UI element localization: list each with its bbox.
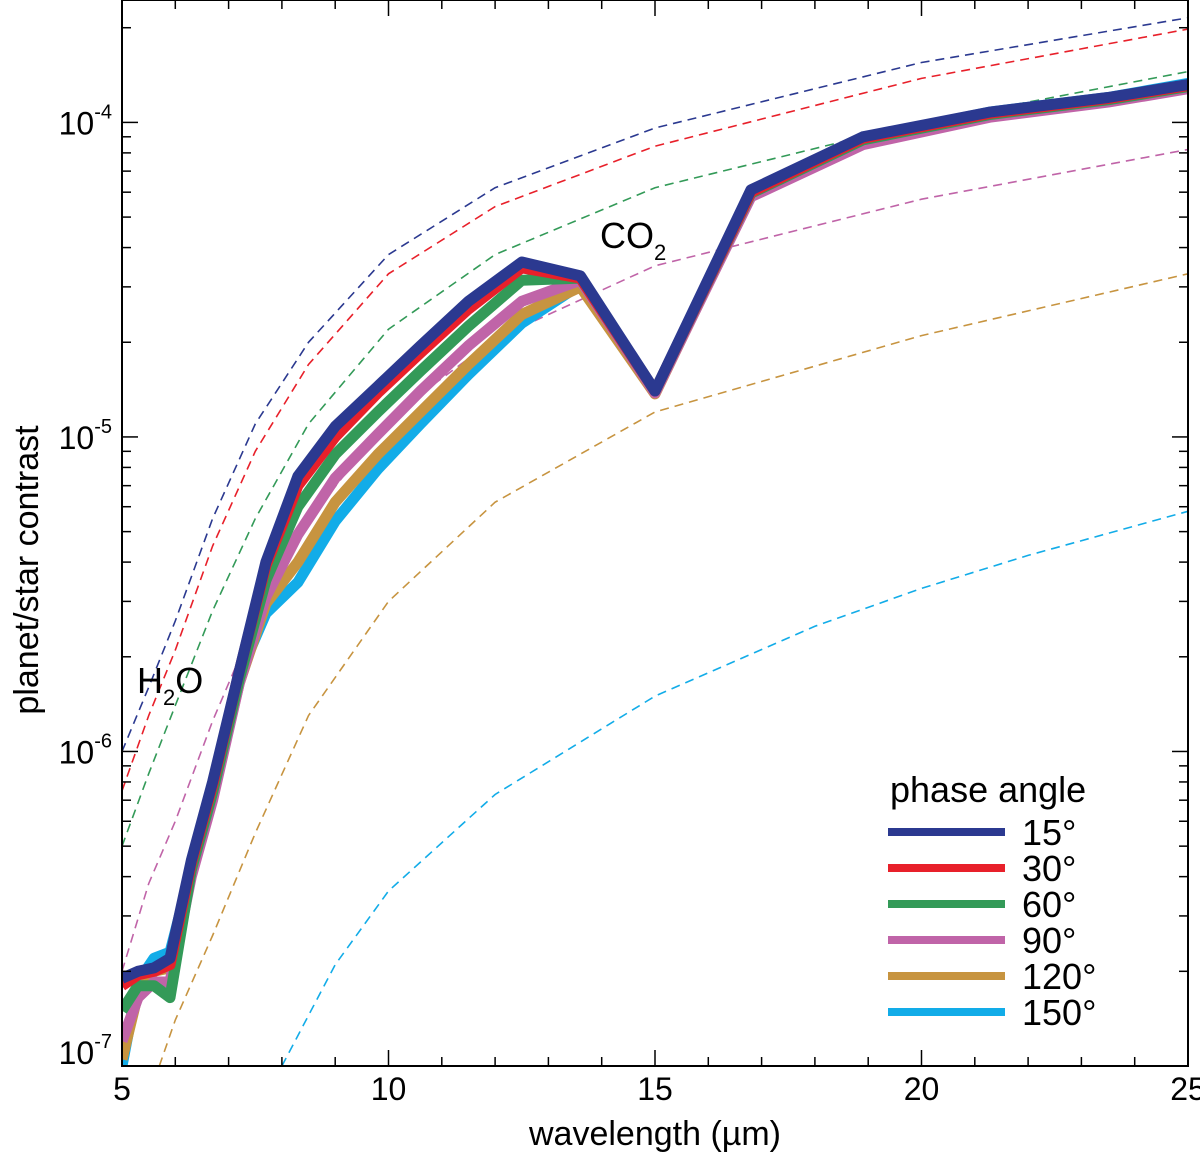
y-axis-label: planet/star contrast — [8, 425, 46, 715]
co2-annotation-base: CO — [600, 215, 654, 256]
h2o-annotation: H2O — [137, 660, 203, 710]
y-tick-label: 10-6 — [59, 730, 112, 770]
co2-annotation-sub: 2 — [654, 240, 666, 265]
x-tick-label: 5 — [113, 1071, 131, 1107]
h2o-annotation-tail: O — [175, 660, 203, 701]
axis-ticks: 5 10 15 20 25 10-7 10-6 10-5 10-4 — [59, 0, 1200, 1107]
legend: phase angle 15°30°60°90°120°150° — [888, 769, 1096, 1033]
x-tick-label: 10 — [371, 1071, 407, 1107]
reference-curve-2 — [121, 70, 1189, 847]
plot-frame — [121, 0, 1189, 1067]
x-axis-label: wavelength (µm) — [528, 1115, 781, 1153]
x-tick-label: 20 — [904, 1071, 940, 1107]
legend-label: 15° — [1022, 812, 1076, 853]
legend-label: 60° — [1022, 884, 1076, 925]
legend-label: 150° — [1022, 992, 1096, 1033]
y-tick-label: 10-7 — [59, 1031, 112, 1071]
series-line-0 — [122, 79, 1188, 984]
y-tick-label: 10-4 — [59, 101, 112, 141]
reference-curve-0 — [121, 17, 1189, 752]
series-bands — [122, 77, 1188, 1066]
legend-entries: 15°30°60°90°120°150° — [888, 812, 1096, 1033]
h2o-annotation-sub: 2 — [163, 685, 175, 710]
legend-label: 120° — [1022, 956, 1096, 997]
y-tick-label: 10-5 — [59, 416, 112, 456]
x-tick-label: 25 — [1170, 1071, 1200, 1107]
x-tick-label: 15 — [637, 1071, 673, 1107]
legend-label: 90° — [1022, 920, 1076, 961]
h2o-annotation-base: H — [137, 660, 163, 701]
legend-label: 30° — [1022, 848, 1076, 889]
reference-curve-1 — [121, 28, 1189, 792]
co2-annotation: CO2 — [600, 215, 666, 265]
legend-title: phase angle — [890, 769, 1086, 810]
reference-curve-4 — [158, 273, 1189, 1067]
